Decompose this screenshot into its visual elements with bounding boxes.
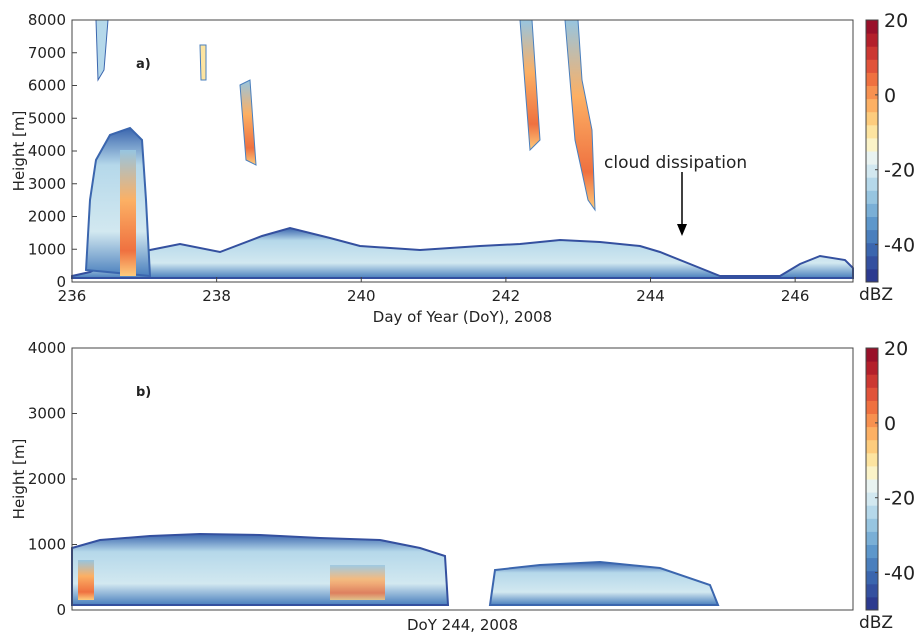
x-tick-label: 244	[636, 287, 665, 305]
y-tick-label: 4000	[28, 142, 66, 160]
x-axis-label: Day of Year (DoY), 2008	[373, 308, 552, 326]
y-tick-label: 2000	[28, 208, 66, 226]
colorbar-swatch	[866, 374, 878, 388]
clouds-b	[71, 532, 720, 606]
colorbar-swatch	[866, 557, 878, 572]
colorbar-frame	[865, 347, 879, 611]
colorbar-swatch	[866, 59, 878, 73]
y-tick-label: 0	[56, 273, 66, 291]
colorbar-tick-label: 20	[884, 338, 908, 360]
colorbar-swatch	[866, 46, 878, 60]
colorbar-swatch	[866, 190, 878, 204]
colorbar-swatch	[866, 465, 878, 480]
colorbar-swatch	[866, 177, 878, 191]
colorbar-label: dBZ	[859, 613, 893, 633]
x-tick-label: 238	[202, 287, 231, 305]
colorbar-swatch	[866, 413, 878, 428]
colorbar-swatch	[866, 452, 878, 467]
colorbar-swatch	[866, 387, 878, 401]
x-tick-label: 246	[781, 287, 810, 305]
colorbar-swatch	[866, 479, 878, 493]
colorbar-tick-label: -20	[884, 160, 915, 182]
y-tick-label: 5000	[28, 109, 66, 127]
colorbar-swatch	[866, 72, 878, 86]
colorbar-swatch	[866, 570, 878, 585]
colorbar-swatch	[866, 492, 878, 506]
y-tick-label: 1000	[28, 536, 66, 554]
clouds-a	[71, 19, 854, 279]
colorbar-tick-label: 20	[884, 10, 908, 32]
plot-frame	[71, 19, 854, 283]
colorbar-swatch	[866, 255, 878, 270]
colorbar-swatch	[866, 242, 878, 257]
colorbar-swatch	[866, 505, 878, 519]
x-tick-label: 236	[58, 287, 87, 305]
y-axis-label: Height [m]	[10, 111, 28, 192]
x-tick-label: 242	[492, 287, 521, 305]
colorbar-swatch	[866, 151, 878, 165]
colorbar-swatch	[866, 124, 878, 139]
colorbar-swatch	[866, 216, 878, 231]
y-tick-label: 0	[56, 601, 66, 619]
colorbar-swatch	[866, 85, 878, 100]
colorbar-swatch	[866, 348, 878, 362]
colorbar-swatch	[866, 518, 878, 532]
panel-label: a)	[136, 57, 151, 72]
y-tick-label: 4000	[28, 339, 66, 357]
colorbar-swatch	[866, 137, 878, 152]
arrow-head	[677, 224, 687, 236]
colorbar-swatch	[866, 439, 878, 454]
colorbar-swatch	[866, 20, 878, 34]
colorbar-swatch	[866, 361, 878, 375]
colorbar-swatch	[866, 596, 878, 611]
colorbar-swatch	[866, 544, 878, 559]
colorbar-swatch	[866, 229, 878, 244]
y-tick-label: 8000	[28, 11, 66, 29]
colorbar-swatch	[866, 583, 878, 598]
colorbar-tick-label: -20	[884, 488, 915, 510]
y-axis-label: Height [m]	[10, 439, 28, 520]
colorbar-swatch	[866, 531, 878, 545]
y-tick-label: 2000	[28, 470, 66, 488]
y-tick-label: 7000	[28, 44, 66, 62]
y-tick-label: 3000	[28, 405, 66, 423]
colorbar-tick-label: 0	[884, 85, 896, 107]
colorbar-swatch	[866, 400, 878, 414]
colorbar-tick-label: 0	[884, 413, 896, 435]
panel-label: b)	[136, 385, 151, 400]
colorbar-swatch	[866, 33, 878, 47]
colorbar-label: dBZ	[859, 285, 893, 305]
x-axis-label: DoY 244, 2008	[407, 616, 518, 633]
colorbar-swatch	[866, 98, 878, 113]
y-tick-label: 3000	[28, 175, 66, 193]
colorbar-swatch	[866, 203, 878, 217]
colorbar-swatch	[866, 268, 878, 283]
colorbar-tick-label: -40	[884, 563, 915, 585]
colorbar-swatch	[866, 164, 878, 178]
colorbar-tick-label: -40	[884, 235, 915, 257]
x-tick-label: 240	[347, 287, 376, 305]
colorbar-swatch	[866, 426, 878, 441]
y-tick-label: 6000	[28, 77, 66, 95]
annotation: cloud dissipation	[604, 153, 747, 173]
colorbar-swatch	[866, 111, 878, 126]
y-tick-label: 1000	[28, 240, 66, 258]
colorbar-frame	[865, 19, 879, 283]
